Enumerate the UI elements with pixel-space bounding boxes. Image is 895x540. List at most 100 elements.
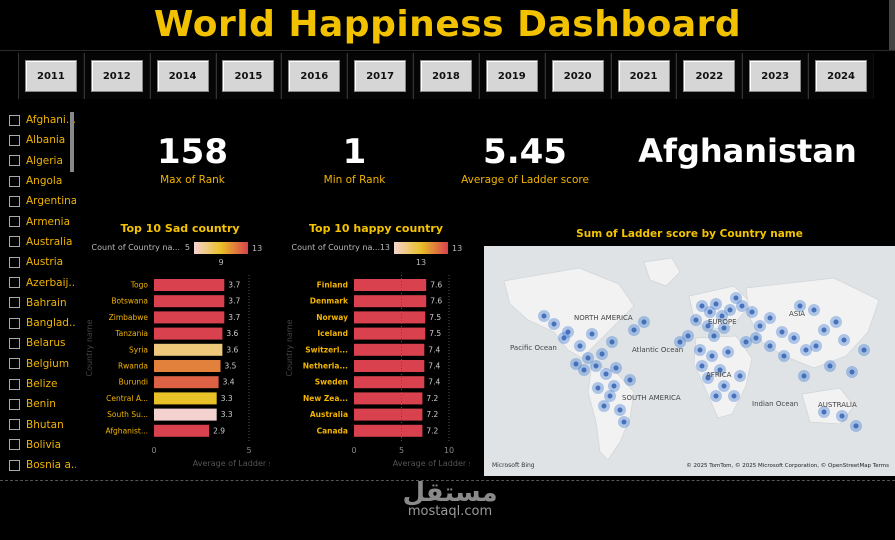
year-button-2022[interactable]: 2022 [683,60,736,92]
map-label-africa: AFRICA [706,371,732,379]
country-slicer-item[interactable]: Algeria [4,151,76,171]
year-button-2011[interactable]: 2011 [24,60,77,92]
checkbox-icon[interactable] [9,378,20,390]
country-slicer-item[interactable]: Benin [4,394,76,414]
checkbox-icon[interactable] [9,175,20,187]
bar[interactable] [354,376,425,389]
map-point-core [779,329,785,335]
bar[interactable] [154,392,217,405]
data-label: 3.4 [223,378,235,387]
year-button-2017[interactable]: 2017 [354,60,407,92]
data-label: 7.2 [426,426,438,435]
country-slicer-item[interactable]: Banglad... [4,313,76,333]
sad-chart-title: Top 10 Sad country [120,222,240,235]
bar[interactable] [154,408,217,421]
year-button-2021[interactable]: 2021 [617,60,670,92]
country-slicer-label: Algeria [26,154,63,167]
legend-max: 13 [452,244,462,253]
country-slicer-item[interactable]: Austria [4,252,76,272]
country-slicer-item[interactable]: Belize [4,374,76,394]
scrollbar-edge [889,0,895,50]
year-button-2014[interactable]: 2014 [156,60,209,92]
data-label: 7.6 [430,281,442,290]
kpi-avg-ladder-value: 5.45 [483,132,567,172]
map-label-asia: ASIA [789,310,805,318]
country-slicer-item[interactable]: Belgium [4,354,76,374]
bar[interactable] [354,424,423,437]
year-cell: 2024 [808,53,874,99]
checkbox-icon[interactable] [9,216,20,228]
country-slicer-item[interactable]: Afghani... [4,110,76,130]
year-button-2019[interactable]: 2019 [485,60,538,92]
map-point-core [603,371,609,377]
map-point-core [767,343,773,349]
bar[interactable] [154,360,221,372]
map-point-core [821,327,827,333]
country-slicer-item[interactable]: Bolivia [4,435,76,455]
bar[interactable] [354,311,426,324]
category-label: South Su... [107,410,148,419]
bar[interactable] [154,295,225,308]
country-slicer-label: Belize [26,378,58,390]
bar[interactable] [354,295,427,308]
country-slicer-item[interactable]: Argentina [4,191,76,211]
bar[interactable] [354,343,425,356]
bar[interactable] [354,392,423,405]
category-label: Sweden [315,378,348,387]
bar[interactable] [354,327,426,340]
year-button-2016[interactable]: 2016 [288,60,341,92]
country-slicer-item[interactable]: Bahrain [4,293,76,313]
checkbox-icon[interactable] [9,297,20,309]
checkbox-icon[interactable] [9,256,20,268]
bar[interactable] [154,327,223,340]
bar[interactable] [354,408,423,421]
country-slicer-item[interactable]: Albania [4,130,76,150]
checkbox-icon[interactable] [9,155,20,167]
bar[interactable] [154,279,225,291]
year-button-2012[interactable]: 2012 [90,60,143,92]
year-button-2020[interactable]: 2020 [551,60,604,92]
checkbox-icon[interactable] [9,419,20,431]
checkbox-icon[interactable] [9,236,20,248]
checkbox-icon[interactable] [9,439,20,451]
checkbox-icon[interactable] [9,195,20,207]
map-point-core [611,383,617,389]
map-point-core [827,363,833,369]
checkbox-icon[interactable] [9,459,20,471]
category-label: Canada [317,426,348,435]
category-label: Togo [130,281,149,290]
country-slicer-item[interactable]: Belarus [4,333,76,353]
ladder-score-map[interactable]: NORTH AMERICA EUROPE ASIA Pacific Ocean … [484,246,895,476]
data-label: 3.7 [228,297,240,306]
checkbox-icon[interactable] [9,337,20,349]
bar[interactable] [154,343,223,356]
country-slicer-item[interactable]: Bosnia a... [4,455,76,475]
country-slicer-item[interactable]: Armenia [4,211,76,231]
year-button-2018[interactable]: 2018 [419,60,472,92]
year-button-2023[interactable]: 2023 [749,60,802,92]
x-tick-label: 0 [151,446,156,455]
checkbox-icon[interactable] [9,317,20,329]
map-point-core [721,383,727,389]
checkbox-icon[interactable] [9,277,20,289]
x-axis-label: Average of Ladder score [393,459,470,468]
country-slicer-item[interactable]: Australia [4,232,76,252]
checkbox-icon[interactable] [9,358,20,370]
map-brand: Microsoft Bing [492,462,535,469]
bar[interactable] [354,279,427,291]
bar[interactable] [154,376,219,389]
bar[interactable] [154,424,210,437]
bar[interactable] [354,360,425,372]
bar[interactable] [154,311,225,324]
map-point-core [609,339,615,345]
country-slicer-item[interactable]: Azerbaij... [4,272,76,292]
checkbox-icon[interactable] [9,134,20,146]
data-label: 3.7 [228,281,240,290]
year-button-2015[interactable]: 2015 [222,60,275,92]
checkbox-icon[interactable] [9,398,20,410]
checkbox-icon[interactable] [9,114,20,126]
country-slicer-scrollbar[interactable] [70,112,74,172]
country-slicer-item[interactable]: Angola [4,171,76,191]
country-slicer-item[interactable]: Bhutan [4,414,76,434]
year-button-2024[interactable]: 2024 [815,60,868,92]
